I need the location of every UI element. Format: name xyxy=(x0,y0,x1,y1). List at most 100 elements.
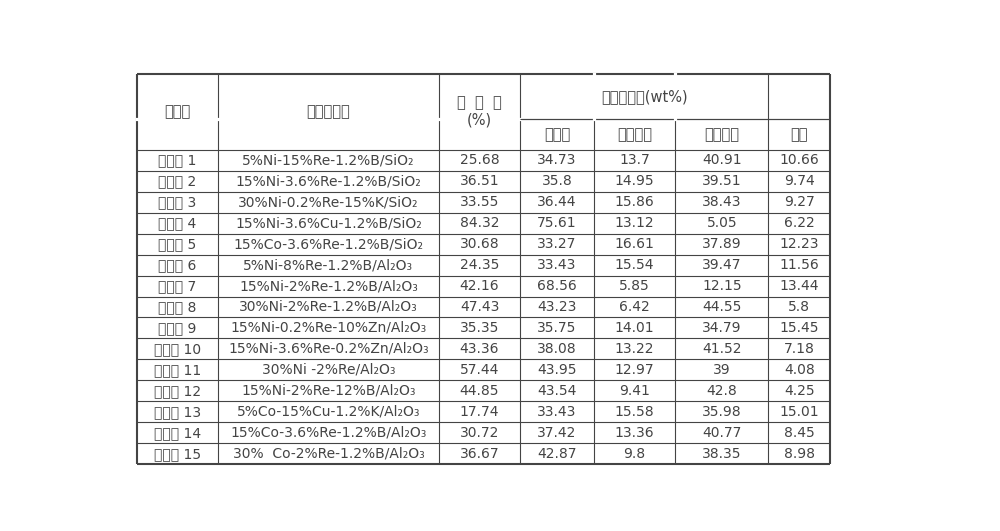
Text: 15%Ni-2%Re-1.2%B/Al₂O₃: 15%Ni-2%Re-1.2%B/Al₂O₃ xyxy=(239,279,418,293)
Text: 40.91: 40.91 xyxy=(702,153,742,167)
Text: 实施例 13: 实施例 13 xyxy=(154,405,201,419)
Text: 实施例: 实施例 xyxy=(164,104,190,119)
Text: 42.87: 42.87 xyxy=(537,447,577,461)
Text: 15%Ni-2%Re-12%B/Al₂O₃: 15%Ni-2%Re-12%B/Al₂O₃ xyxy=(241,384,416,398)
Text: 9.74: 9.74 xyxy=(784,174,815,188)
Text: 34.73: 34.73 xyxy=(537,153,577,167)
Text: 84.32: 84.32 xyxy=(460,216,499,230)
Text: 实施例 10: 实施例 10 xyxy=(154,342,201,356)
Text: 12.15: 12.15 xyxy=(702,279,742,293)
Text: 环已亚胺: 环已亚胺 xyxy=(617,127,652,142)
Text: 实施例 6: 实施例 6 xyxy=(158,258,196,272)
Text: 5%Ni-15%Re-1.2%B/SiO₂: 5%Ni-15%Re-1.2%B/SiO₂ xyxy=(242,153,415,167)
Text: 已二胺: 已二胺 xyxy=(544,127,570,142)
Text: 33.43: 33.43 xyxy=(537,405,577,419)
Text: 实施例 5: 实施例 5 xyxy=(158,237,196,251)
Text: 37.89: 37.89 xyxy=(702,237,742,251)
Text: 5.05: 5.05 xyxy=(706,216,737,230)
Text: 实施例 9: 实施例 9 xyxy=(158,321,196,335)
Text: 34.79: 34.79 xyxy=(702,321,742,335)
Text: 35.98: 35.98 xyxy=(702,405,742,419)
Text: 5.85: 5.85 xyxy=(619,279,650,293)
Text: 5%Ni-8%Re-1.2%B/Al₂O₃: 5%Ni-8%Re-1.2%B/Al₂O₃ xyxy=(243,258,414,272)
Text: 6.42: 6.42 xyxy=(619,300,650,314)
Text: 15%Co-3.6%Re-1.2%B/SiO₂: 15%Co-3.6%Re-1.2%B/SiO₂ xyxy=(233,237,423,251)
Text: 倂化剂组成: 倂化剂组成 xyxy=(307,104,350,119)
Text: 57.44: 57.44 xyxy=(460,363,499,377)
Text: 38.43: 38.43 xyxy=(702,195,742,209)
Text: 13.44: 13.44 xyxy=(779,279,819,293)
Text: 实施例 14: 实施例 14 xyxy=(154,426,201,440)
Text: 36.67: 36.67 xyxy=(460,447,499,461)
Text: 33.55: 33.55 xyxy=(460,195,499,209)
Text: 44.85: 44.85 xyxy=(460,384,499,398)
Text: 实施例 15: 实施例 15 xyxy=(154,447,201,461)
Text: 9.41: 9.41 xyxy=(619,384,650,398)
Text: 75.61: 75.61 xyxy=(537,216,577,230)
Text: 13.7: 13.7 xyxy=(619,153,650,167)
Text: 12.23: 12.23 xyxy=(779,237,819,251)
Text: 16.61: 16.61 xyxy=(615,237,654,251)
Text: 47.43: 47.43 xyxy=(460,300,499,314)
Text: 40.77: 40.77 xyxy=(702,426,741,440)
Text: 43.54: 43.54 xyxy=(537,384,577,398)
Text: 15.01: 15.01 xyxy=(779,405,819,419)
Text: 实施例 12: 实施例 12 xyxy=(154,384,201,398)
Text: 15%Ni-3.6%Cu-1.2%B/SiO₂: 15%Ni-3.6%Cu-1.2%B/SiO₂ xyxy=(235,216,422,230)
Text: 42.16: 42.16 xyxy=(460,279,499,293)
Text: 6.22: 6.22 xyxy=(784,216,815,230)
Text: 8.98: 8.98 xyxy=(784,447,815,461)
Text: 其它: 其它 xyxy=(790,127,808,142)
Text: 12.97: 12.97 xyxy=(615,363,654,377)
Text: 30%Ni-2%Re-1.2%B/Al₂O₃: 30%Ni-2%Re-1.2%B/Al₂O₃ xyxy=(239,300,418,314)
Text: 15.58: 15.58 xyxy=(615,405,654,419)
Text: 实施例 4: 实施例 4 xyxy=(158,216,196,230)
Text: 13.22: 13.22 xyxy=(615,342,654,356)
Text: 14.95: 14.95 xyxy=(615,174,654,188)
Text: 实施例 8: 实施例 8 xyxy=(158,300,196,314)
Text: 9.27: 9.27 xyxy=(784,195,815,209)
Text: 15%Ni-3.6%Re-0.2%Zn/Al₂O₃: 15%Ni-3.6%Re-0.2%Zn/Al₂O₃ xyxy=(228,342,429,356)
Text: 41.52: 41.52 xyxy=(702,342,742,356)
Text: 36.51: 36.51 xyxy=(460,174,499,188)
Text: 7.18: 7.18 xyxy=(784,342,815,356)
Text: 35.35: 35.35 xyxy=(460,321,499,335)
Text: 30.68: 30.68 xyxy=(460,237,499,251)
Text: 30%  Co-2%Re-1.2%B/Al₂O₃: 30% Co-2%Re-1.2%B/Al₂O₃ xyxy=(233,447,424,461)
Text: 实施例 3: 实施例 3 xyxy=(158,195,196,209)
Text: 15.86: 15.86 xyxy=(615,195,654,209)
Text: 10.66: 10.66 xyxy=(779,153,819,167)
Text: 38.35: 38.35 xyxy=(702,447,742,461)
Text: 4.25: 4.25 xyxy=(784,384,815,398)
Text: 17.74: 17.74 xyxy=(460,405,499,419)
Text: 实施例 2: 实施例 2 xyxy=(158,174,196,188)
Text: 43.23: 43.23 xyxy=(537,300,577,314)
Text: 15%Ni-0.2%Re-10%Zn/Al₂O₃: 15%Ni-0.2%Re-10%Zn/Al₂O₃ xyxy=(230,321,427,335)
Text: 5%Co-15%Cu-1.2%K/Al₂O₃: 5%Co-15%Cu-1.2%K/Al₂O₃ xyxy=(237,405,420,419)
Text: 39.47: 39.47 xyxy=(702,258,742,272)
Text: 44.55: 44.55 xyxy=(702,300,741,314)
Text: 35.75: 35.75 xyxy=(537,321,577,335)
Text: 37.42: 37.42 xyxy=(537,426,577,440)
Text: 68.56: 68.56 xyxy=(537,279,577,293)
Text: 25.68: 25.68 xyxy=(460,153,499,167)
Text: 4.08: 4.08 xyxy=(784,363,815,377)
Text: 42.8: 42.8 xyxy=(706,384,737,398)
Text: 43.36: 43.36 xyxy=(460,342,499,356)
Text: 氨基已醇: 氨基已醇 xyxy=(704,127,739,142)
Text: 30%Ni-0.2%Re-15%K/SiO₂: 30%Ni-0.2%Re-15%K/SiO₂ xyxy=(238,195,419,209)
Text: 43.95: 43.95 xyxy=(537,363,577,377)
Text: 35.8: 35.8 xyxy=(542,174,572,188)
Text: 15.45: 15.45 xyxy=(779,321,819,335)
Text: 9.8: 9.8 xyxy=(624,447,646,461)
Text: 8.45: 8.45 xyxy=(784,426,815,440)
Text: 15%Ni-3.6%Re-1.2%B/SiO₂: 15%Ni-3.6%Re-1.2%B/SiO₂ xyxy=(236,174,421,188)
Text: 33.27: 33.27 xyxy=(537,237,577,251)
Text: 5.8: 5.8 xyxy=(788,300,810,314)
Text: 实施例 1: 实施例 1 xyxy=(158,153,196,167)
Text: 14.01: 14.01 xyxy=(615,321,654,335)
Text: 11.56: 11.56 xyxy=(779,258,819,272)
Text: 33.43: 33.43 xyxy=(537,258,577,272)
Text: 产品选择性(wt%): 产品选择性(wt%) xyxy=(601,89,688,104)
Text: 30.72: 30.72 xyxy=(460,426,499,440)
